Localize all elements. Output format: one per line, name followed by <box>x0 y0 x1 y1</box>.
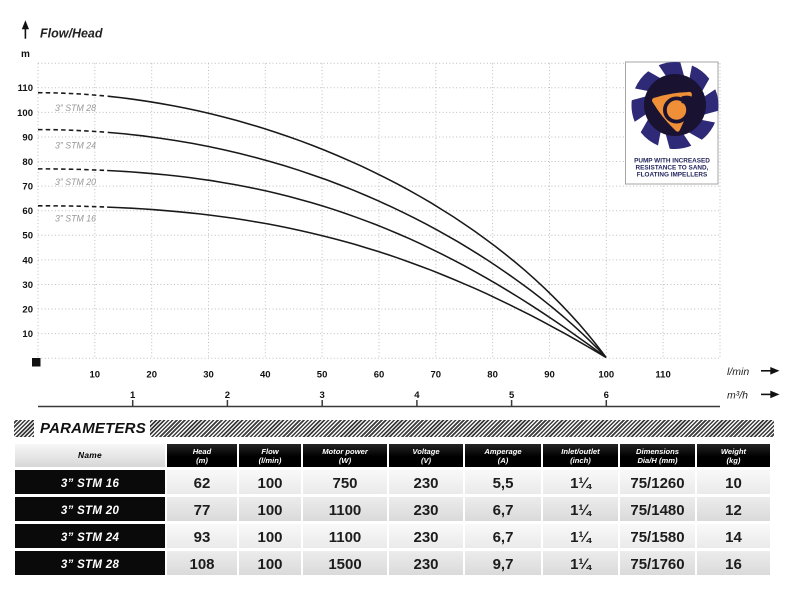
svg-text:5: 5 <box>509 390 515 401</box>
svg-text:70: 70 <box>22 182 33 193</box>
svg-text:3” STM 20: 3” STM 20 <box>55 177 96 187</box>
svg-text:110: 110 <box>18 83 33 94</box>
svg-text:30: 30 <box>203 370 214 381</box>
svg-text:l/min: l/min <box>727 366 749 378</box>
svg-text:4: 4 <box>414 390 420 401</box>
svg-text:60: 60 <box>374 370 385 381</box>
svg-text:100: 100 <box>598 370 614 381</box>
svg-text:6: 6 <box>604 390 609 401</box>
svg-text:80: 80 <box>487 370 498 381</box>
svg-text:RESISTANCE TO SAND,: RESISTANCE TO SAND, <box>636 165 709 172</box>
svg-text:3: 3 <box>320 390 325 401</box>
svg-text:20: 20 <box>146 370 157 381</box>
svg-text:90: 90 <box>544 370 555 381</box>
svg-text:90: 90 <box>22 132 33 143</box>
svg-text:70: 70 <box>431 370 442 381</box>
svg-text:50: 50 <box>22 231 33 242</box>
svg-text:30: 30 <box>22 280 33 291</box>
svg-text:3” STM 16: 3” STM 16 <box>55 214 96 224</box>
svg-text:3” STM 24: 3” STM 24 <box>55 141 96 151</box>
svg-text:1: 1 <box>130 390 136 401</box>
svg-text:50: 50 <box>317 370 328 381</box>
svg-text:Flow/Head: Flow/Head <box>40 27 103 41</box>
svg-text:60: 60 <box>22 206 33 217</box>
svg-text:2: 2 <box>225 390 230 401</box>
svg-text:3” STM 28: 3” STM 28 <box>55 103 96 113</box>
svg-text:110: 110 <box>655 370 670 381</box>
svg-text:m: m <box>21 49 30 60</box>
svg-text:10: 10 <box>90 370 101 381</box>
svg-text:100: 100 <box>17 108 33 119</box>
svg-text:FLOATING IMPELLERS: FLOATING IMPELLERS <box>637 172 708 179</box>
svg-text:10: 10 <box>22 329 33 340</box>
svg-text:80: 80 <box>22 157 33 168</box>
svg-text:40: 40 <box>22 255 33 266</box>
svg-text:m³/h: m³/h <box>727 389 748 401</box>
svg-text:PUMP WITH INCREASED: PUMP WITH INCREASED <box>634 158 710 165</box>
svg-text:20: 20 <box>22 304 33 315</box>
svg-text:40: 40 <box>260 370 271 381</box>
